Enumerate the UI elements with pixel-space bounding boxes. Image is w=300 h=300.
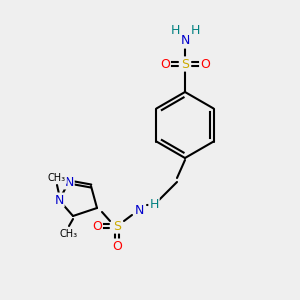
Text: N: N <box>64 176 74 188</box>
Text: CH₃: CH₃ <box>60 229 78 239</box>
Text: H: H <box>149 197 159 211</box>
Text: S: S <box>181 58 189 70</box>
Text: H: H <box>170 25 180 38</box>
Text: O: O <box>112 239 122 253</box>
Text: H: H <box>190 25 200 38</box>
Text: O: O <box>200 58 210 70</box>
Text: N: N <box>134 203 144 217</box>
Text: O: O <box>92 220 102 232</box>
Text: N: N <box>180 34 190 47</box>
Text: S: S <box>113 220 121 232</box>
Text: N: N <box>54 194 64 206</box>
Text: O: O <box>160 58 170 70</box>
Text: CH₃: CH₃ <box>48 173 66 183</box>
